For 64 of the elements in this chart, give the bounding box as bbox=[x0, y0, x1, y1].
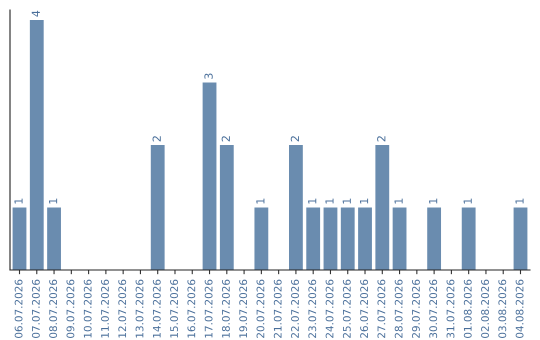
data-label: 2 bbox=[152, 136, 161, 142]
data-label: 3 bbox=[204, 74, 213, 79]
x-tick-label: 27.07.2026 bbox=[377, 280, 386, 338]
bar bbox=[150, 145, 165, 270]
x-tick-label: 11.07.2026 bbox=[101, 280, 109, 338]
data-label: 1 bbox=[429, 198, 438, 204]
x-tick-label: 23.07.2026 bbox=[308, 280, 316, 338]
data-label: 1 bbox=[360, 198, 368, 204]
x-tick-label: 07.07.2026 bbox=[32, 280, 40, 338]
bar bbox=[254, 208, 268, 270]
x-tick-label: 21.07.2026 bbox=[274, 280, 282, 338]
x-tick-label: 20.07.2026 bbox=[256, 280, 264, 338]
x-tick-label: 15.07.2026 bbox=[170, 280, 178, 338]
x-tick-label: 10.07.2026 bbox=[84, 280, 92, 338]
x-tick-label: 28.07.2026 bbox=[394, 280, 403, 338]
x-tick-label: 03.08.2026 bbox=[498, 280, 506, 338]
data-label: 1 bbox=[14, 198, 23, 204]
x-tick-label: 25.07.2026 bbox=[342, 280, 351, 338]
x-tick-label: 24.07.2026 bbox=[326, 280, 334, 338]
x-tick-label: 22.07.2026 bbox=[291, 280, 299, 338]
bar bbox=[47, 208, 61, 270]
data-label: 1 bbox=[342, 198, 351, 204]
bar bbox=[514, 208, 528, 270]
x-tick-label: 26.07.2026 bbox=[360, 280, 368, 338]
bar bbox=[202, 82, 216, 270]
bar bbox=[375, 145, 390, 270]
x-tick-label: 31.07.2026 bbox=[446, 280, 454, 338]
x-tick-label: 16.07.2026 bbox=[187, 280, 196, 338]
x-tick-label: 29.07.2026 bbox=[412, 280, 420, 338]
data-label: 2 bbox=[377, 136, 386, 142]
bar bbox=[12, 208, 26, 270]
x-tick-label: 08.07.2026 bbox=[49, 280, 58, 338]
x-tick-label: 02.08.2026 bbox=[481, 280, 489, 338]
bar bbox=[340, 208, 355, 270]
bar bbox=[358, 208, 372, 270]
data-label: 1 bbox=[256, 198, 264, 204]
x-tick-label: 04.08.2026 bbox=[516, 280, 524, 338]
data-label: 1 bbox=[394, 198, 403, 204]
x-tick-label: 19.07.2026 bbox=[239, 280, 248, 338]
data-label: 4 bbox=[32, 10, 40, 17]
data-label: 2 bbox=[222, 136, 230, 142]
x-tick-label: 09.07.2026 bbox=[66, 280, 74, 338]
x-tick-label: 13.07.2026 bbox=[136, 280, 144, 338]
data-label: 1 bbox=[325, 198, 334, 204]
bar bbox=[324, 208, 338, 270]
x-tick-label: 17.07.2026 bbox=[204, 280, 213, 338]
x-tick-label: 01.08.2026 bbox=[464, 280, 472, 338]
data-label: 1 bbox=[308, 198, 316, 204]
data-label: 2 bbox=[290, 136, 299, 142]
bar bbox=[462, 208, 476, 270]
x-tick-label: 14.07.2026 bbox=[152, 280, 161, 338]
bar bbox=[220, 145, 234, 270]
x-tick-label: 12.07.2026 bbox=[118, 280, 126, 338]
x-tick-label: 30.07.2026 bbox=[429, 280, 438, 338]
bar bbox=[392, 208, 406, 270]
bar bbox=[427, 208, 442, 270]
data-label: 1 bbox=[49, 198, 58, 204]
bar bbox=[289, 145, 303, 270]
x-tick-label: 06.07.2026 bbox=[14, 280, 23, 338]
data-label: 1 bbox=[464, 198, 472, 204]
data-label: 1 bbox=[515, 198, 524, 204]
bar bbox=[30, 20, 44, 270]
bar bbox=[306, 208, 320, 270]
x-tick-label: 18.07.2026 bbox=[222, 280, 230, 338]
